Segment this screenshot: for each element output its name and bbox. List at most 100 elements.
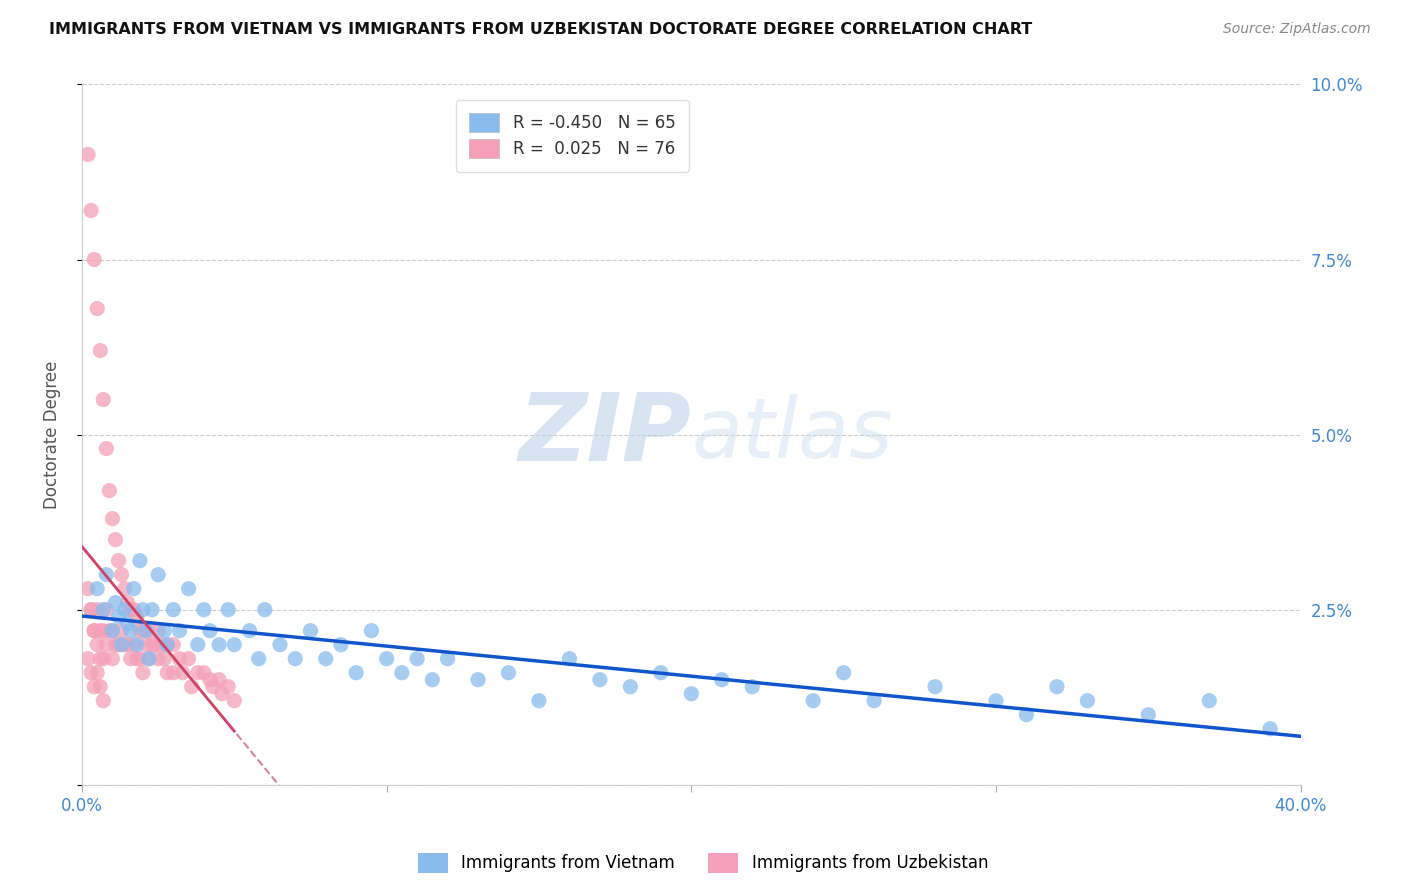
Point (863, 694, 886, 708)
Point (86, 638, 108, 652)
Point (329, 638, 352, 652)
Point (208, 638, 231, 652)
Point (110, 624, 132, 638)
Point (107, 609, 129, 624)
Point (98, 624, 121, 638)
Point (162, 638, 184, 652)
Point (104, 638, 127, 652)
Point (169, 651, 191, 665)
Point (391, 665, 413, 680)
Point (156, 638, 179, 652)
Point (269, 638, 291, 652)
Point (128, 624, 150, 638)
Point (208, 673, 231, 687)
Point (375, 651, 398, 665)
Point (201, 680, 224, 694)
Point (193, 602, 215, 616)
Point (91, 602, 114, 616)
Point (150, 638, 173, 652)
Point (299, 624, 322, 638)
Point (101, 624, 124, 638)
Y-axis label: Doctorate Degree: Doctorate Degree (44, 360, 60, 508)
Point (91, 624, 114, 638)
Point (238, 624, 260, 638)
Point (172, 665, 194, 680)
Point (138, 651, 160, 665)
Point (406, 651, 429, 665)
Point (83, 680, 105, 694)
Text: IMMIGRANTS FROM VIETNAM VS IMMIGRANTS FROM UZBEKISTAN DOCTORATE DEGREE CORRELATI: IMMIGRANTS FROM VIETNAM VS IMMIGRANTS FR… (49, 22, 1032, 37)
Point (146, 651, 169, 665)
Point (125, 609, 148, 624)
Point (141, 638, 163, 652)
Point (193, 665, 215, 680)
Point (132, 665, 155, 680)
Point (101, 651, 124, 665)
Point (122, 602, 145, 616)
Point (125, 651, 148, 665)
Point (156, 638, 179, 652)
Legend: Immigrants from Vietnam, Immigrants from Uzbekistan: Immigrants from Vietnam, Immigrants from… (411, 847, 995, 880)
Point (132, 624, 155, 638)
Point (162, 602, 184, 616)
Point (1258, 722, 1281, 736)
Point (114, 638, 136, 652)
Point (86, 602, 108, 616)
Point (558, 651, 581, 665)
Point (114, 602, 136, 616)
Point (284, 651, 307, 665)
Point (107, 638, 129, 652)
Point (96, 442, 118, 456)
Point (117, 596, 139, 610)
Point (589, 673, 612, 687)
Point (141, 602, 163, 616)
Point (89, 680, 111, 694)
Point (832, 665, 855, 680)
Point (247, 651, 270, 665)
Point (1076, 694, 1098, 708)
Point (650, 665, 672, 680)
Point (120, 602, 142, 616)
Point (96, 602, 118, 616)
Point (153, 651, 176, 665)
Point (801, 694, 824, 708)
Point (436, 651, 458, 665)
Point (169, 624, 191, 638)
Point (104, 533, 127, 547)
Point (315, 651, 337, 665)
Point (110, 567, 132, 582)
Point (80, 203, 103, 218)
Point (162, 665, 184, 680)
Point (681, 687, 703, 701)
Point (198, 673, 221, 687)
Point (89, 624, 111, 638)
Point (128, 651, 150, 665)
Point (253, 602, 276, 616)
Point (83, 624, 105, 638)
Point (83, 252, 105, 267)
Point (146, 567, 169, 582)
Point (101, 624, 124, 638)
Point (224, 694, 246, 708)
Point (91, 651, 114, 665)
Point (467, 673, 489, 687)
Point (104, 596, 127, 610)
Point (1015, 707, 1038, 722)
Text: Source: ZipAtlas.com: Source: ZipAtlas.com (1223, 22, 1371, 37)
Point (128, 554, 150, 568)
Point (83, 624, 105, 638)
Point (198, 624, 221, 638)
Point (527, 694, 550, 708)
Point (135, 624, 157, 638)
Point (498, 665, 520, 680)
Point (132, 602, 155, 616)
Point (125, 638, 148, 652)
Point (177, 651, 200, 665)
Point (98, 483, 121, 498)
Point (1137, 707, 1160, 722)
Point (1046, 680, 1069, 694)
Point (80, 665, 103, 680)
Point (924, 680, 946, 694)
Point (138, 651, 160, 665)
Point (135, 638, 157, 652)
